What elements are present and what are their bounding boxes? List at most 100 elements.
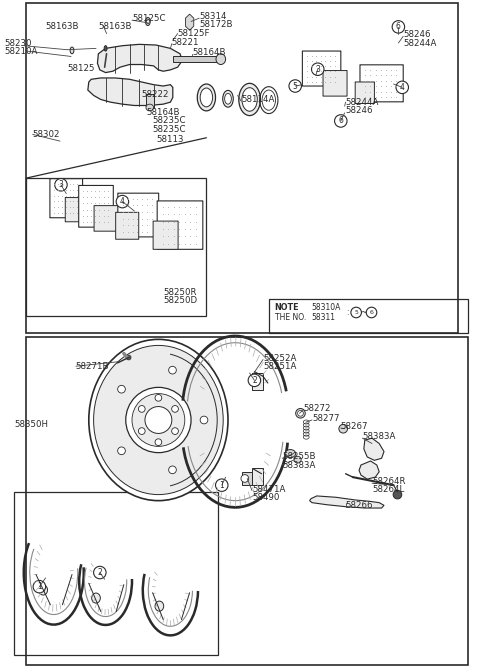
Circle shape (393, 491, 402, 499)
Bar (14, 492, 218, 655)
Bar (173, 56, 221, 62)
Circle shape (172, 428, 179, 435)
Text: 58125C: 58125C (132, 14, 166, 24)
Text: 58222: 58222 (142, 89, 169, 99)
FancyBboxPatch shape (116, 212, 139, 239)
Bar (252, 373, 263, 390)
Polygon shape (359, 461, 379, 479)
Circle shape (138, 405, 145, 412)
Text: 3: 3 (315, 65, 320, 74)
Circle shape (289, 80, 301, 92)
Circle shape (33, 581, 46, 593)
Bar (242, 472, 252, 485)
FancyBboxPatch shape (302, 51, 341, 86)
Text: 58252A: 58252A (263, 353, 297, 363)
FancyBboxPatch shape (360, 65, 403, 102)
Text: 58164B: 58164B (192, 48, 226, 57)
Text: 58235C: 58235C (153, 124, 186, 134)
Circle shape (118, 385, 125, 393)
Polygon shape (364, 438, 384, 460)
FancyBboxPatch shape (65, 198, 88, 222)
Circle shape (241, 474, 249, 482)
Bar (146, 94, 154, 108)
Text: 58302: 58302 (33, 130, 60, 139)
Bar (26, 3, 458, 333)
Text: 6: 6 (396, 22, 401, 32)
Circle shape (200, 416, 208, 424)
Circle shape (298, 411, 303, 416)
Text: THE NO.: THE NO. (275, 312, 306, 322)
Circle shape (132, 394, 185, 446)
Text: 3: 3 (59, 180, 63, 190)
Circle shape (392, 21, 405, 33)
Circle shape (172, 405, 179, 412)
Ellipse shape (225, 93, 231, 104)
Circle shape (94, 566, 106, 579)
Text: 6: 6 (370, 310, 373, 315)
Text: 58277: 58277 (312, 414, 339, 423)
Text: 1: 1 (219, 480, 224, 490)
Text: 58383A: 58383A (362, 432, 396, 442)
FancyBboxPatch shape (94, 206, 119, 231)
Circle shape (138, 428, 145, 435)
Ellipse shape (70, 47, 74, 54)
Ellipse shape (104, 46, 107, 51)
Text: 58163B: 58163B (98, 22, 132, 32)
FancyBboxPatch shape (355, 82, 374, 103)
Circle shape (296, 409, 305, 418)
Text: ~: ~ (360, 308, 367, 317)
Text: 58271B: 58271B (76, 362, 109, 371)
Bar (26, 337, 468, 665)
Ellipse shape (242, 88, 257, 112)
Text: 58244A: 58244A (403, 38, 437, 48)
Text: 58172B: 58172B (199, 20, 233, 30)
Text: 58221: 58221 (172, 38, 199, 47)
Text: 58250R: 58250R (163, 288, 197, 297)
Text: 58310A: 58310A (311, 302, 340, 312)
Circle shape (366, 307, 377, 318)
Text: 58235C: 58235C (153, 116, 186, 126)
Text: 58246: 58246 (346, 106, 373, 115)
Text: 58113: 58113 (156, 134, 183, 144)
Ellipse shape (39, 585, 48, 595)
Circle shape (335, 115, 347, 127)
Ellipse shape (239, 83, 261, 116)
Bar (252, 468, 263, 485)
Circle shape (312, 63, 324, 75)
Circle shape (155, 439, 162, 446)
Text: 2: 2 (97, 568, 102, 577)
Ellipse shape (216, 54, 226, 65)
Circle shape (55, 179, 67, 191)
Text: 58311: 58311 (311, 312, 335, 322)
Text: 58490: 58490 (252, 493, 279, 502)
Circle shape (168, 466, 176, 474)
Text: 58255B: 58255B (282, 452, 316, 462)
Circle shape (118, 447, 125, 455)
Ellipse shape (145, 17, 150, 26)
Circle shape (351, 307, 361, 318)
Ellipse shape (200, 88, 213, 107)
Circle shape (126, 387, 191, 453)
Ellipse shape (92, 593, 100, 603)
FancyBboxPatch shape (118, 193, 159, 237)
Ellipse shape (294, 456, 301, 463)
Text: 58210A: 58210A (5, 47, 38, 56)
Text: 58114A: 58114A (241, 95, 275, 104)
Text: 58264L: 58264L (372, 485, 404, 495)
Text: 58272: 58272 (303, 404, 331, 413)
Text: :: : (347, 308, 349, 317)
Ellipse shape (146, 104, 154, 111)
Text: 58250D: 58250D (163, 296, 197, 305)
Text: 58246: 58246 (403, 30, 431, 40)
Text: 58383A: 58383A (282, 460, 316, 470)
Ellipse shape (223, 91, 233, 107)
Text: 58350H: 58350H (14, 420, 48, 429)
FancyBboxPatch shape (50, 179, 83, 218)
Circle shape (339, 425, 348, 433)
Text: 58230: 58230 (5, 39, 32, 48)
Text: 4: 4 (400, 83, 405, 92)
FancyBboxPatch shape (153, 221, 178, 249)
Bar (269, 299, 468, 333)
Text: 58266: 58266 (346, 501, 373, 510)
Text: 58264R: 58264R (372, 477, 406, 487)
